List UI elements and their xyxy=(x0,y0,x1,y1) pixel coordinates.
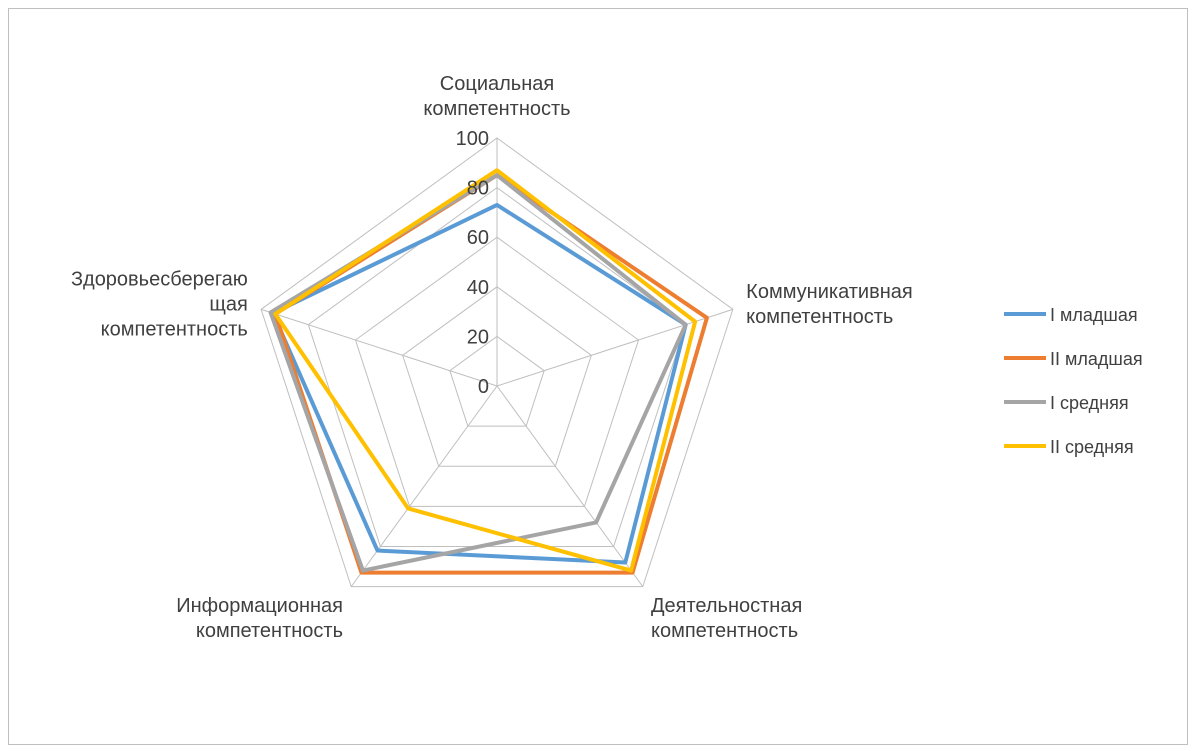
category-label-line: компетентность xyxy=(651,620,798,642)
tick-label-100: 100 xyxy=(456,128,489,150)
legend-label-2: II младшая xyxy=(1050,349,1143,369)
chart-frame xyxy=(8,8,1188,745)
spoke-5 xyxy=(260,308,498,387)
category-label-line: Деятельностная xyxy=(651,595,802,617)
tick-label-60: 60 xyxy=(467,227,489,249)
category-label-1: Социальная компетентность xyxy=(423,73,570,120)
grid-ring-20 xyxy=(449,335,545,427)
radar-grid xyxy=(260,137,734,588)
category-label-line: щая xyxy=(209,294,247,316)
category-label-line: Информационная xyxy=(176,595,343,617)
grid-ring-60 xyxy=(354,236,640,507)
series-line-4 xyxy=(273,168,698,573)
grid-ring-100 xyxy=(260,137,734,588)
legend-label-3: I средняя xyxy=(1050,393,1129,413)
radar-tick-labels: 0 20 40 60 80 100 xyxy=(456,128,489,398)
category-label-5: Здоровьесберегаю щая компетентность xyxy=(71,269,248,341)
radar-category-labels: Социальная компетентность Коммуникативная к… xyxy=(71,73,913,642)
series-line-3 xyxy=(268,173,688,573)
tick-label-0: 0 xyxy=(478,376,489,398)
category-label-line: компетентность xyxy=(746,306,893,328)
category-label-line: Социальная xyxy=(440,73,554,95)
tick-label-40: 40 xyxy=(467,277,489,299)
category-label-2: Коммуникативная компетентность xyxy=(746,281,913,328)
spoke-3 xyxy=(496,385,644,587)
legend: I младшая II младшая I средняя II средняя xyxy=(1004,305,1143,457)
category-label-4: Информационная компетентность xyxy=(176,595,343,642)
radar-series xyxy=(268,168,709,575)
tick-label-20: 20 xyxy=(467,326,489,348)
legend-label-4: II средняя xyxy=(1050,437,1134,457)
category-label-line: компетентность xyxy=(196,620,343,642)
category-label-line: Коммуникативная xyxy=(746,281,913,303)
category-label-line: компетентность xyxy=(101,319,248,341)
legend-label-1: I младшая xyxy=(1050,305,1138,325)
tick-label-80: 80 xyxy=(467,178,489,200)
grid-ring-40 xyxy=(402,286,592,467)
category-label-3: Деятельностная компетентность xyxy=(651,595,802,642)
spoke-4 xyxy=(350,385,498,587)
series-line-1 xyxy=(270,202,688,565)
series-line-2 xyxy=(273,173,709,575)
category-label-line: Здоровьесберегаю xyxy=(71,269,248,291)
category-label-line: компетентность xyxy=(423,98,570,120)
